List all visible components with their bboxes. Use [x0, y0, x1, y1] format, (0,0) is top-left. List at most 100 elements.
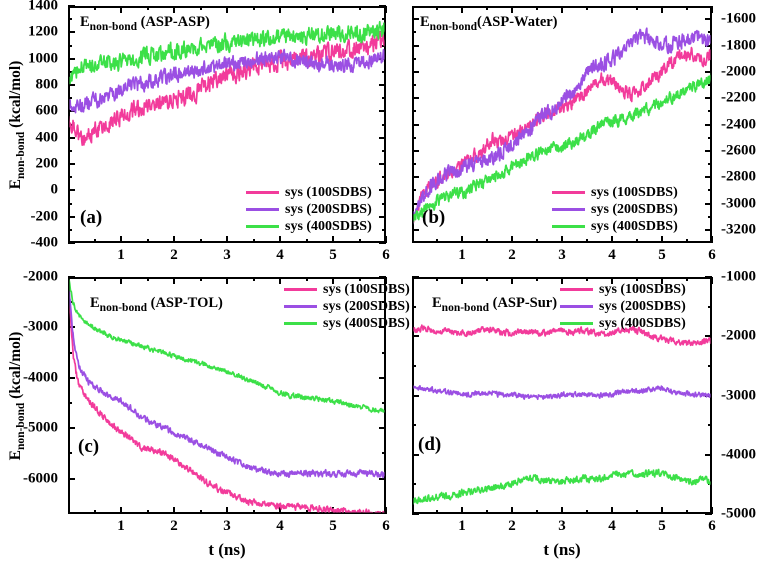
legend-swatch: [560, 321, 593, 326]
y-tick-major: [412, 228, 419, 231]
legend-item[interactable]: sys (100SDBS): [552, 184, 678, 201]
y-tick-label: -5000: [23, 419, 58, 436]
legend-c: sys (100SDBS) sys (200SDBS) sys (400SDBS): [284, 281, 410, 332]
y-tick-minor: [412, 163, 416, 165]
y-tick-major: [705, 123, 712, 126]
y-tick-minor: [382, 97, 386, 100]
legend-b: sys (100SDBS) sys (200SDBS) sys (400SDBS): [552, 184, 678, 235]
x-tick-minor: [686, 239, 688, 243]
x-tick-major: [611, 507, 613, 514]
legend-item[interactable]: sys (400SDBS): [552, 218, 678, 235]
legend-item[interactable]: sys (100SDBS): [284, 281, 410, 298]
legend-item[interactable]: sys (400SDBS): [284, 315, 410, 332]
x-axis-title-d: t (ns): [543, 540, 581, 559]
legend-swatch: [560, 287, 593, 292]
y-tick-minor: [412, 189, 416, 192]
x-tick-minor: [146, 239, 149, 243]
legend-item[interactable]: sys (400SDBS): [560, 315, 686, 332]
x-tick-major: [661, 236, 663, 243]
legend-item[interactable]: sys (200SDBS): [560, 298, 686, 315]
y-tick-label: 400: [35, 129, 59, 146]
y-tick-label: -1600: [721, 10, 756, 27]
x-tick-minor: [199, 6, 202, 10]
x-tick-major: [226, 6, 228, 13]
y-tick-minor: [708, 424, 712, 427]
y-tick-major: [705, 335, 712, 338]
legend-item[interactable]: sys (200SDBS): [552, 201, 678, 218]
y-tick-major: [705, 202, 712, 205]
x-tick-label: 5: [658, 518, 666, 534]
y-tick-major: [68, 57, 75, 60]
y-tick-major: [705, 276, 712, 278]
x-tick-minor: [146, 277, 149, 281]
y-tick-minor: [68, 402, 72, 405]
y-tick-major: [379, 242, 386, 244]
y-tick-major: [68, 163, 75, 165]
legend-item[interactable]: sys (100SDBS): [246, 184, 372, 201]
y-tick-major: [705, 97, 712, 100]
x-tick-major: [461, 507, 463, 514]
y-tick-major: [705, 44, 712, 47]
x-tick-label: 6: [382, 247, 390, 263]
y-tick-major: [68, 84, 75, 86]
x-tick-major: [120, 507, 122, 514]
legend-label: sys (200SDBS): [599, 298, 686, 314]
y-tick-major: [68, 427, 75, 430]
y-tick-label: 600: [35, 102, 59, 119]
y-tick-major: [412, 394, 419, 397]
x-tick-minor: [305, 6, 308, 10]
x-tick-minor: [486, 510, 488, 514]
y-tick-major: [412, 335, 419, 338]
x-tick-minor: [358, 239, 361, 243]
y-tick-minor: [68, 301, 72, 304]
panel-letter-b: (b): [422, 207, 446, 228]
x-tick-major: [120, 277, 122, 284]
x-tick-minor: [93, 6, 96, 10]
x-tick-major: [561, 6, 563, 13]
y-tick-major: [705, 176, 712, 179]
x-tick-major: [120, 236, 122, 243]
legend-item[interactable]: sys (200SDBS): [246, 201, 372, 218]
y-tick-minor: [708, 189, 712, 192]
y-tick-major: [379, 477, 386, 480]
y-tick-major: [412, 176, 419, 179]
panel-letter-a: (a): [80, 207, 103, 228]
y-tick-major: [68, 376, 75, 379]
legend-swatch: [246, 190, 279, 195]
y-tick-minor: [68, 123, 72, 126]
x-tick-minor: [636, 277, 638, 281]
x-tick-major: [711, 236, 713, 243]
x-tick-major: [173, 6, 175, 13]
x-tick-label: 2: [170, 247, 178, 263]
x-tick-major: [611, 277, 613, 284]
x-tick-major: [511, 507, 513, 514]
y-tick-minor: [382, 149, 386, 152]
y-tick-label: -2000: [721, 327, 756, 344]
x-tick-minor: [252, 510, 255, 514]
x-tick-major: [561, 236, 563, 243]
x-tick-major: [279, 277, 281, 284]
x-tick-major: [461, 6, 463, 13]
x-tick-major: [226, 236, 228, 243]
y-tick-minor: [412, 84, 416, 86]
y-tick-major: [412, 453, 419, 456]
x-tick-major: [385, 277, 387, 284]
panel-letter-c: (c): [78, 436, 100, 457]
y-tick-minor: [382, 452, 386, 455]
legend-label: sys (100SDBS): [285, 184, 372, 200]
y-tick-major: [379, 110, 386, 113]
y-tick-minor: [382, 176, 386, 179]
legend-swatch: [552, 190, 585, 195]
y-tick-label: -4000: [23, 369, 58, 386]
y-tick-major: [68, 189, 75, 192]
y-tick-minor: [412, 305, 416, 308]
y-tick-minor: [708, 483, 712, 486]
y-tick-label: -2400: [721, 116, 756, 132]
x-tick-minor: [199, 510, 202, 514]
panel-title-c: Enon-bond (ASP-TOL): [90, 295, 223, 314]
legend-item[interactable]: sys (200SDBS): [284, 298, 410, 315]
legend-item[interactable]: sys (400SDBS): [246, 218, 372, 235]
legend-label: sys (200SDBS): [591, 201, 678, 217]
legend-item[interactable]: sys (100SDBS): [560, 281, 686, 298]
legend-swatch: [246, 207, 279, 212]
